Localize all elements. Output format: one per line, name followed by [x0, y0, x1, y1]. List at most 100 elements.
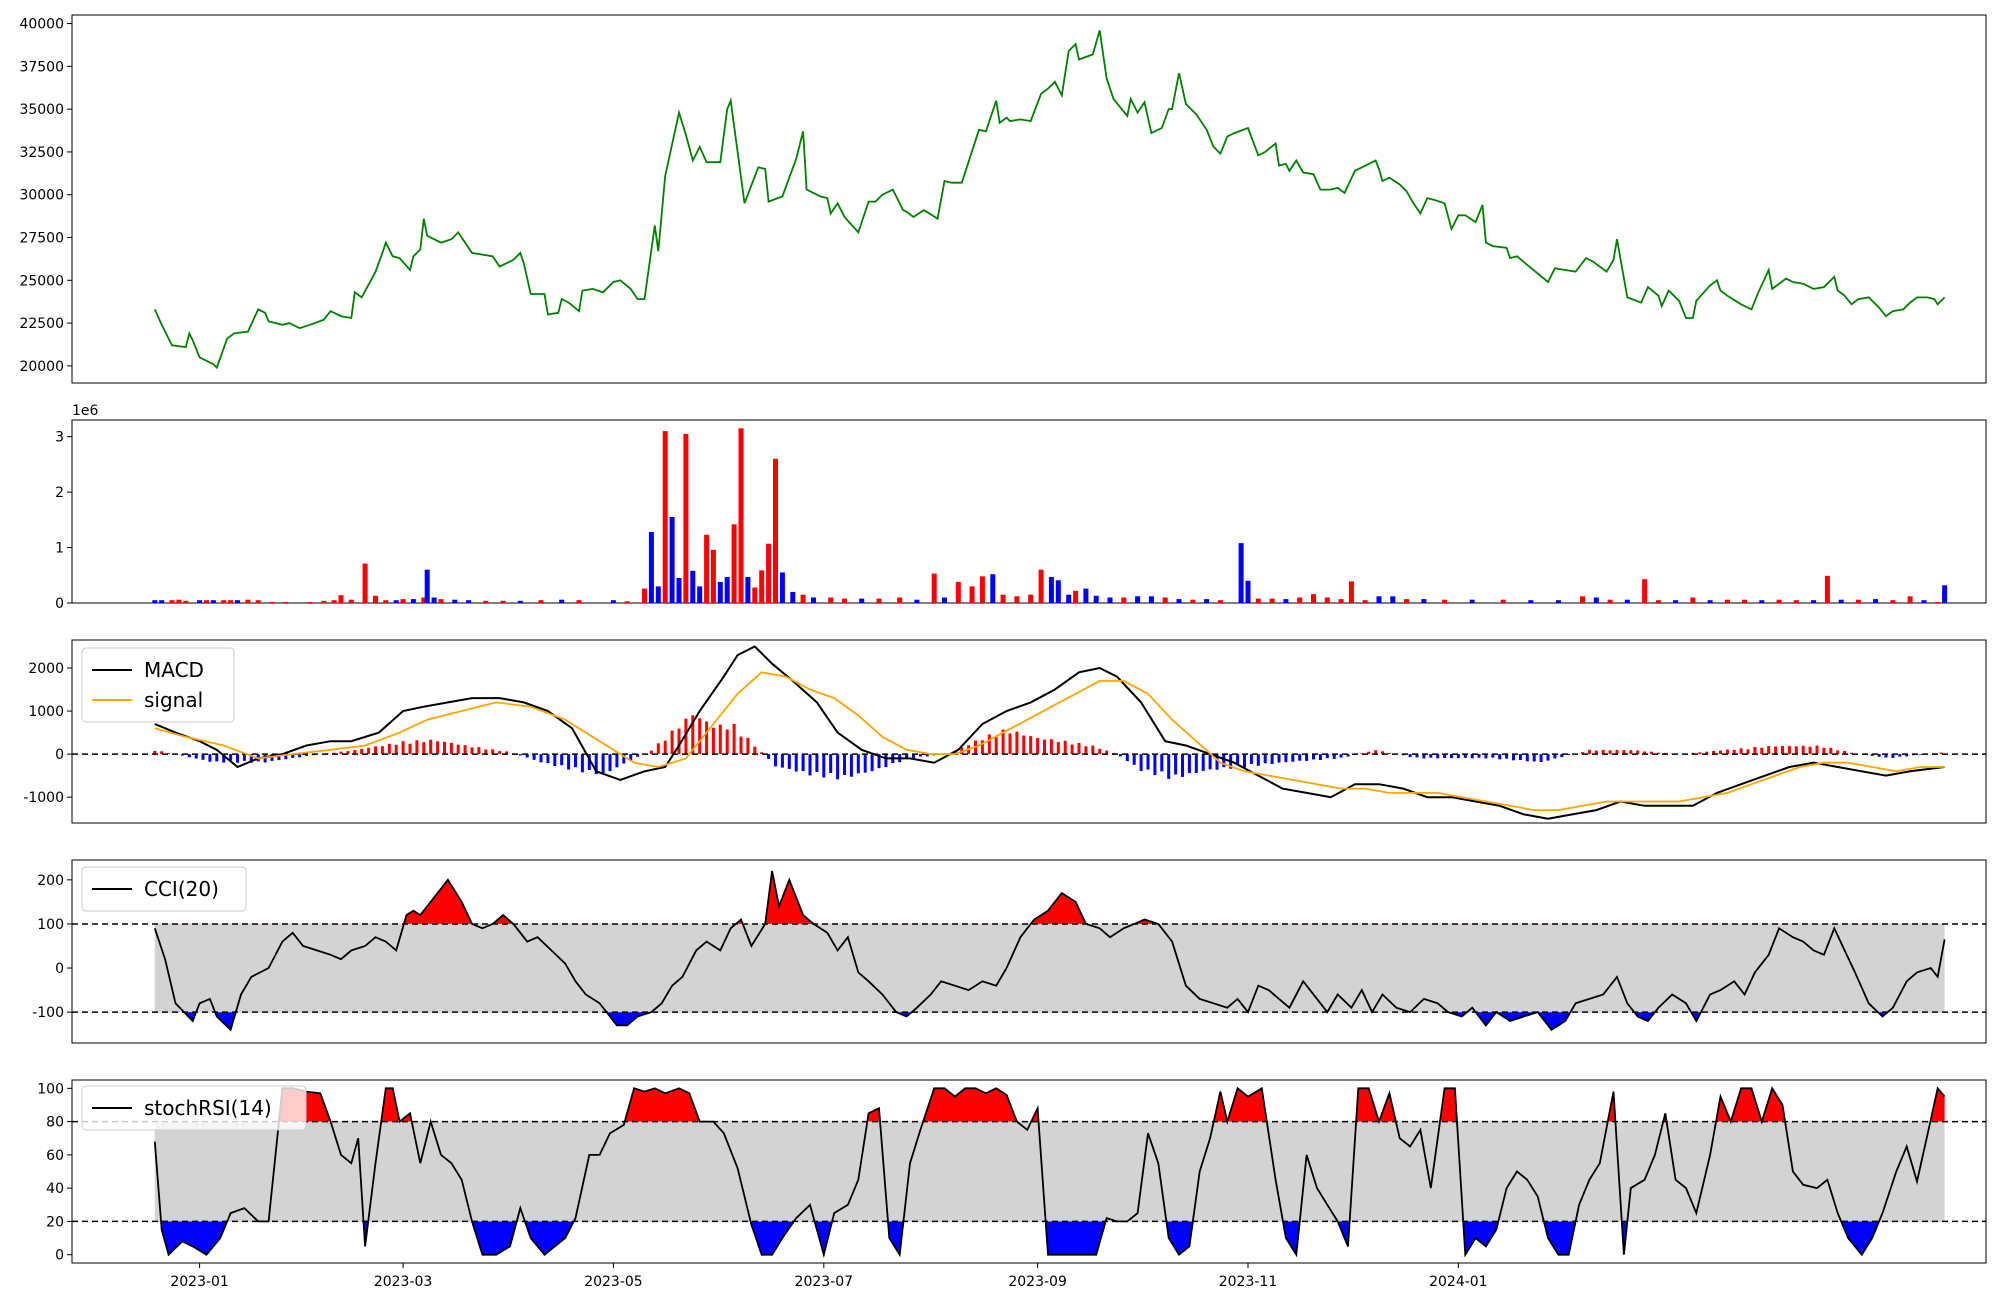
cci-legend-label: CCI(20) [144, 877, 219, 901]
macd-hist-bar [1443, 754, 1447, 758]
volume-bar [624, 601, 630, 603]
macd-hist-bar [1525, 754, 1529, 762]
volume-bar [1148, 596, 1154, 603]
volume-bar [1255, 598, 1261, 603]
macd-hist-bar [1291, 754, 1295, 762]
macd-hist-bar [1505, 754, 1509, 759]
macd-hist-bar [1098, 748, 1102, 755]
volume-bar [1838, 599, 1844, 603]
macd-hist-bar [760, 752, 764, 755]
macd-hist-bar [1153, 754, 1157, 776]
macd-hist-bar [1091, 745, 1095, 755]
volume-bar [969, 586, 975, 603]
macd-hist-bar [649, 750, 653, 755]
macd-hist-bar [1312, 754, 1315, 760]
macd-hist-bar [615, 754, 619, 768]
macd-hist-bar [1760, 747, 1764, 755]
volume-bar [452, 599, 458, 603]
macd-hist-bar [1174, 754, 1178, 775]
x-tick-label: 2023-03 [374, 1274, 433, 1290]
macd-hist-bar [1498, 754, 1502, 760]
stochrsi-legend-label: stochRSI(14) [144, 1096, 272, 1120]
macd-hist-bar [1408, 754, 1412, 757]
volume-bar [1793, 600, 1799, 603]
volume-bar [1217, 600, 1223, 603]
macd-hist-bar [629, 754, 633, 761]
volume-bar [1690, 597, 1696, 603]
macd-hist-bar [167, 753, 171, 755]
macd-hist-bar [691, 715, 695, 755]
macd-hist-bar [574, 754, 577, 768]
cci-ytick-label: 100 [37, 917, 64, 933]
macd-hist-bar [1105, 750, 1109, 755]
volume-bar [183, 600, 189, 603]
macd-hist-bar [1898, 754, 1902, 757]
macd-hist-bar [794, 754, 798, 772]
macd-hist-bar [408, 743, 412, 755]
macd-hist-bar [1656, 752, 1660, 755]
macd-legend-label: MACD [144, 658, 204, 682]
volume-bar [1673, 600, 1679, 603]
macd-frame [71, 639, 1987, 824]
volume-bar [500, 600, 506, 603]
macd-hist-bar [1725, 749, 1729, 755]
volume-bar [1607, 599, 1613, 603]
x-tick-label: 2023-07 [795, 1274, 854, 1290]
macd-hist-bar [1332, 754, 1336, 759]
volume-bar [876, 598, 882, 603]
volume-bar [1362, 600, 1368, 603]
volume-bar [1055, 580, 1061, 603]
volume-bar [331, 600, 337, 603]
volume-bar [648, 532, 654, 603]
volume-bar [1555, 600, 1561, 603]
macd-hist-bar [1139, 754, 1143, 771]
x-axis: 2023-01 2023-03 2023-05 2023-07 2023-09 2023-… [170, 1263, 1488, 1290]
macd-hist-bar [925, 754, 929, 757]
volume-bar [1707, 600, 1713, 603]
price-line [153, 30, 1946, 370]
volume-bar [655, 586, 661, 603]
volume-bar [1000, 594, 1006, 603]
macd-hist-bar [1008, 733, 1012, 755]
macd-hist-bar [1719, 750, 1722, 755]
macd-hist-bar [739, 736, 743, 755]
volume-bar [1500, 599, 1506, 603]
macd-hist-bar [1367, 751, 1371, 755]
macd-hist-bar [1815, 745, 1819, 755]
volume-bar [362, 563, 368, 603]
stochrsi-ytick-label: 0 [55, 1248, 64, 1264]
macd-hist-bar [1277, 754, 1281, 763]
macd-hist-bar [1518, 754, 1522, 760]
price-ytick-label: 27500 [19, 231, 64, 247]
macd-hist-bar [1877, 754, 1881, 757]
macd-hist-bar [787, 754, 791, 769]
macd-hist-bar [1532, 754, 1536, 762]
macd-hist-bar [1270, 754, 1274, 764]
macd-hist-bar [822, 754, 826, 778]
volume-bar [245, 599, 251, 603]
macd-hist-bar [808, 754, 812, 776]
macd-hist-bar [291, 754, 295, 758]
volume-bar [931, 573, 937, 603]
macd-hist-bar [1608, 750, 1612, 755]
volume-bar [724, 576, 730, 603]
x-tick-label: 2023-01 [170, 1274, 229, 1290]
macd-hist-bar [539, 754, 543, 763]
macd-hist-bar [1615, 750, 1619, 755]
stochrsi-ytick-label: 100 [37, 1081, 64, 1097]
volume-bar [1907, 596, 1913, 603]
volume-bar [1421, 599, 1427, 603]
macd-ytick-label: -1000 [23, 790, 64, 806]
macd-hist-bar [436, 741, 440, 755]
volume-bar [731, 524, 737, 603]
volume-bar [914, 599, 920, 603]
macd-legend-box [81, 647, 235, 723]
macd-hist-bar [1919, 754, 1922, 755]
volume-bar [1624, 599, 1630, 603]
volume-bar [738, 428, 744, 603]
macd-hist-bar [725, 729, 729, 755]
macd-hist-bar [470, 747, 474, 755]
macd-hist-bar [1705, 751, 1709, 755]
volume-bar [538, 600, 544, 603]
price-ytick-label: 32500 [19, 145, 64, 161]
